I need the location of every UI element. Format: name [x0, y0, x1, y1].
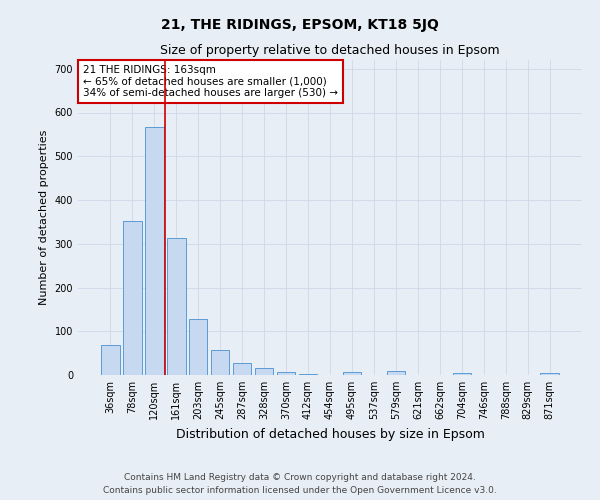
Bar: [189, 319, 208, 375]
Text: 21 THE RIDINGS: 163sqm
← 65% of detached houses are smaller (1,000)
34% of semi-: 21 THE RIDINGS: 163sqm ← 65% of detached…: [83, 64, 338, 98]
Bar: [541, 373, 559, 375]
Bar: [123, 221, 142, 375]
X-axis label: Distribution of detached houses by size in Epsom: Distribution of detached houses by size …: [176, 428, 484, 440]
Text: 21, THE RIDINGS, EPSOM, KT18 5JQ: 21, THE RIDINGS, EPSOM, KT18 5JQ: [161, 18, 439, 32]
Bar: [299, 374, 317, 375]
Bar: [255, 368, 274, 375]
Bar: [211, 350, 229, 375]
Bar: [343, 372, 361, 375]
Text: Contains HM Land Registry data © Crown copyright and database right 2024.
Contai: Contains HM Land Registry data © Crown c…: [103, 474, 497, 495]
Bar: [233, 363, 251, 375]
Bar: [145, 126, 164, 375]
Bar: [167, 238, 185, 375]
Y-axis label: Number of detached properties: Number of detached properties: [39, 130, 49, 305]
Bar: [277, 372, 295, 375]
Title: Size of property relative to detached houses in Epsom: Size of property relative to detached ho…: [160, 44, 500, 58]
Bar: [386, 370, 405, 375]
Bar: [452, 373, 471, 375]
Bar: [101, 345, 119, 375]
